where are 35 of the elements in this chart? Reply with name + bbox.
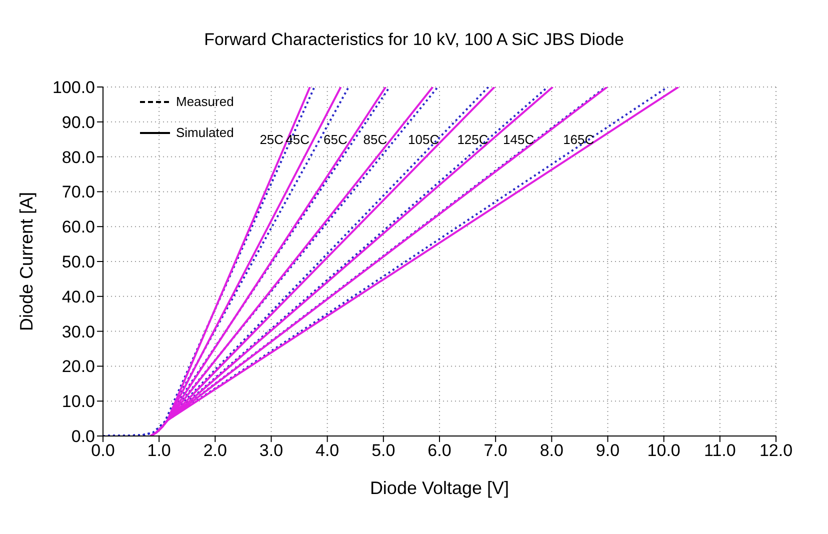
y-tick-label: 50.0: [62, 252, 95, 272]
y-tick-label: 100.0: [52, 78, 95, 98]
series-label: 145C: [503, 132, 534, 147]
series-label: 165C: [563, 132, 594, 147]
y-tick-label: 30.0: [62, 322, 95, 342]
x-tick-label: 7.0: [484, 441, 508, 460]
x-tick-label: 5.0: [372, 441, 396, 460]
x-tick-label: 11.0: [704, 441, 736, 460]
x-tick-label: 4.0: [316, 441, 340, 460]
x-tick-label: 12.0: [759, 441, 793, 460]
x-tick-label: 8.0: [540, 441, 564, 460]
chart-title: Forward Characteristics for 10 kV, 100 A SiC JBS Diode: [203, 30, 625, 50]
x-tick-label: 2.0: [203, 441, 227, 460]
y-tick-label: 90.0: [62, 112, 95, 132]
x-tick-label: 6.0: [428, 441, 452, 460]
x-axis-title: Diode Voltage [V]: [370, 478, 510, 498]
annotation: Measured: [176, 94, 234, 109]
x-tick-label: 9.0: [596, 441, 620, 460]
x-tick-label: 0.0: [91, 441, 115, 460]
x-tick-label: 1.0: [147, 441, 171, 460]
y-tick-label: 40.0: [62, 287, 95, 306]
y-tick-label: 10.0: [62, 392, 95, 412]
series-label: 25C: [260, 132, 284, 147]
series-label: 85C: [363, 132, 388, 147]
y-tick-label: 70.0: [62, 182, 95, 202]
series-label: 65C: [324, 132, 348, 147]
x-tick-label: 3.0: [259, 441, 284, 460]
y-tick-label: 80.0: [62, 148, 95, 167]
series-label: 105C: [408, 132, 440, 147]
y-tick-label: 20.0: [62, 357, 95, 376]
series-label: 125C: [457, 132, 488, 147]
annotation: Simulated: [176, 125, 234, 140]
x-tick-label: 10.0: [647, 441, 680, 460]
y-axis-title: Diode Current [A]: [16, 192, 36, 332]
y-tick-label: 60.0: [62, 218, 95, 237]
